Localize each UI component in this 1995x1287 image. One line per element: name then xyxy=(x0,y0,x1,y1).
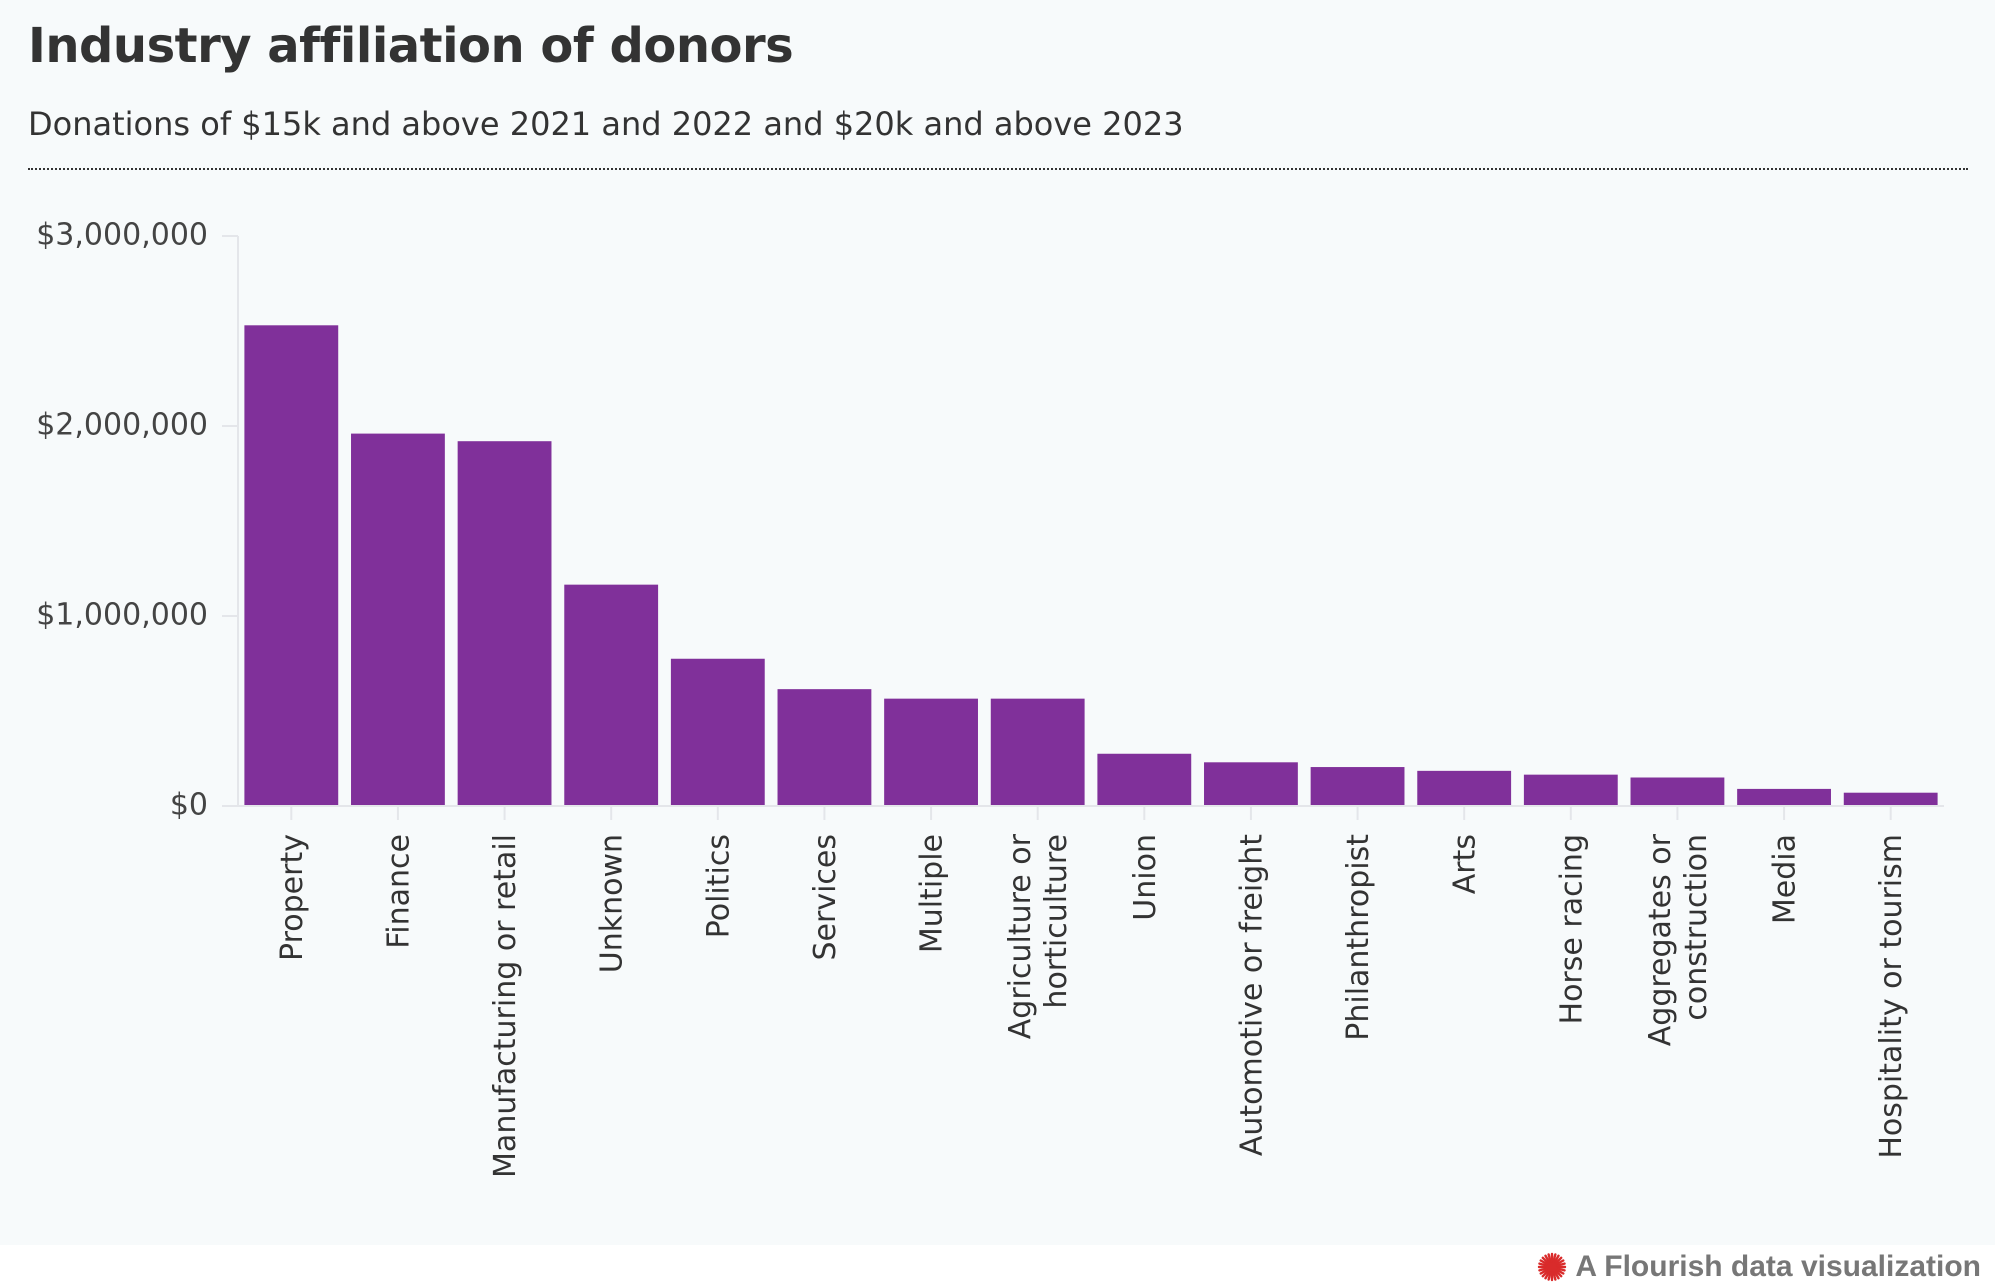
bar-automotive-or-freight[interactable] xyxy=(1204,762,1298,806)
x-tick-label-line: Media xyxy=(1768,834,1803,924)
x-tick-label: Aggregates orconstruction xyxy=(1643,833,1714,1046)
bars xyxy=(244,325,1938,807)
header-divider xyxy=(28,168,1968,170)
y-tick-label: $0 xyxy=(170,788,208,823)
chart-title: Industry affiliation of donors xyxy=(28,18,794,74)
x-axis: Property Finance Manufacturing or retail Un… xyxy=(238,805,1944,1178)
bar-union[interactable] xyxy=(1097,753,1192,806)
flourish-logo-icon xyxy=(1538,1252,1567,1282)
x-tick-label: Horse racing xyxy=(1554,834,1589,1024)
bar-hospitality-or-tourism[interactable] xyxy=(1843,792,1938,806)
chart-area: Industry affiliation of donors Donations… xyxy=(28,18,1968,1178)
x-tick-label: Finance xyxy=(381,834,416,949)
x-tick-label: Philanthropist xyxy=(1341,834,1376,1041)
x-tick-label-line: Agriculture or xyxy=(1003,833,1038,1039)
x-tick-label-line: Hospitality or tourism xyxy=(1874,834,1909,1159)
bar-multiple[interactable] xyxy=(884,698,978,806)
y-tick-label: $3,000,000 xyxy=(36,218,208,253)
y-tick-label: $2,000,000 xyxy=(36,408,208,443)
bar-aggregates-or-construction[interactable] xyxy=(1630,777,1725,807)
bar-horse-racing[interactable] xyxy=(1523,774,1618,806)
x-tick-label: Hospitality or tourism xyxy=(1874,834,1909,1159)
x-tick-label-line: Manufacturing or retail xyxy=(488,834,523,1178)
x-tick-label-line: Unknown xyxy=(595,834,630,973)
x-tick-label: Automotive or freight xyxy=(1234,834,1269,1156)
bar-property[interactable] xyxy=(244,325,339,806)
x-tick-label: Politics xyxy=(701,834,736,938)
x-tick-label: Services xyxy=(808,834,843,961)
bar-media[interactable] xyxy=(1737,788,1831,806)
bar-manufacturing-or-retail[interactable] xyxy=(457,441,552,806)
bar-philanthropist[interactable] xyxy=(1310,767,1405,806)
x-tick-label-line: construction xyxy=(1679,834,1714,1021)
x-tick-label: Property xyxy=(275,834,310,961)
bar-arts[interactable] xyxy=(1417,770,1512,806)
x-tick-label-line: Horse racing xyxy=(1554,834,1589,1024)
bar-finance[interactable] xyxy=(351,433,445,806)
x-tick-label: Media xyxy=(1768,834,1803,924)
x-tick-label-line: Property xyxy=(275,834,310,961)
x-tick-label: Unknown xyxy=(595,834,630,973)
bar-unknown[interactable] xyxy=(564,584,659,806)
x-tick-label-line: Aggregates or xyxy=(1643,833,1678,1046)
x-tick-label: Arts xyxy=(1448,834,1483,894)
x-tick-label-line: Politics xyxy=(701,834,736,938)
x-tick-label-line: horticulture xyxy=(1039,834,1074,1009)
bar-agriculture-or-horticulture[interactable] xyxy=(990,698,1085,806)
y-tick-label: $1,000,000 xyxy=(36,598,208,633)
x-tick-label: Agriculture orhorticulture xyxy=(1003,833,1074,1039)
credit-text: A Flourish data visualization xyxy=(1575,1250,1981,1283)
x-tick-label-line: Services xyxy=(808,834,843,961)
x-tick-label-line: Automotive or freight xyxy=(1234,834,1269,1156)
y-axis: $0 $1,000,000 $2,000,000 $3,000,000 xyxy=(36,218,239,823)
x-tick-label: Multiple xyxy=(915,834,950,953)
x-tick-label: Union xyxy=(1128,834,1163,921)
x-tick-label-line: Multiple xyxy=(915,834,950,953)
flourish-credit[interactable]: A Flourish data visualization xyxy=(1537,1250,1981,1284)
bar-chart: $0 $1,000,000 $2,000,000 $3,000,000 Propert… xyxy=(36,218,1944,1178)
chart-subtitle: Donations of $15k and above 2021 and 202… xyxy=(28,105,1184,143)
x-tick-label-line: Arts xyxy=(1448,834,1483,894)
x-tick-label: Manufacturing or retail xyxy=(488,834,523,1178)
bar-politics[interactable] xyxy=(670,658,765,806)
x-tick-label-line: Finance xyxy=(381,834,416,949)
x-tick-label-line: Union xyxy=(1128,834,1163,921)
bar-services[interactable] xyxy=(777,689,872,806)
x-tick-label-line: Philanthropist xyxy=(1341,834,1376,1041)
logo-center xyxy=(1547,1262,1558,1272)
